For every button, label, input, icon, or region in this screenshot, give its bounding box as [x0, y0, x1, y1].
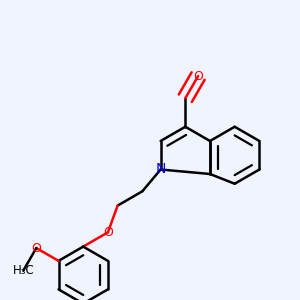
Text: O: O	[32, 242, 41, 254]
Text: O: O	[193, 70, 203, 83]
Text: H₃C: H₃C	[13, 264, 34, 277]
Text: O: O	[103, 226, 113, 239]
Text: N: N	[155, 163, 166, 176]
